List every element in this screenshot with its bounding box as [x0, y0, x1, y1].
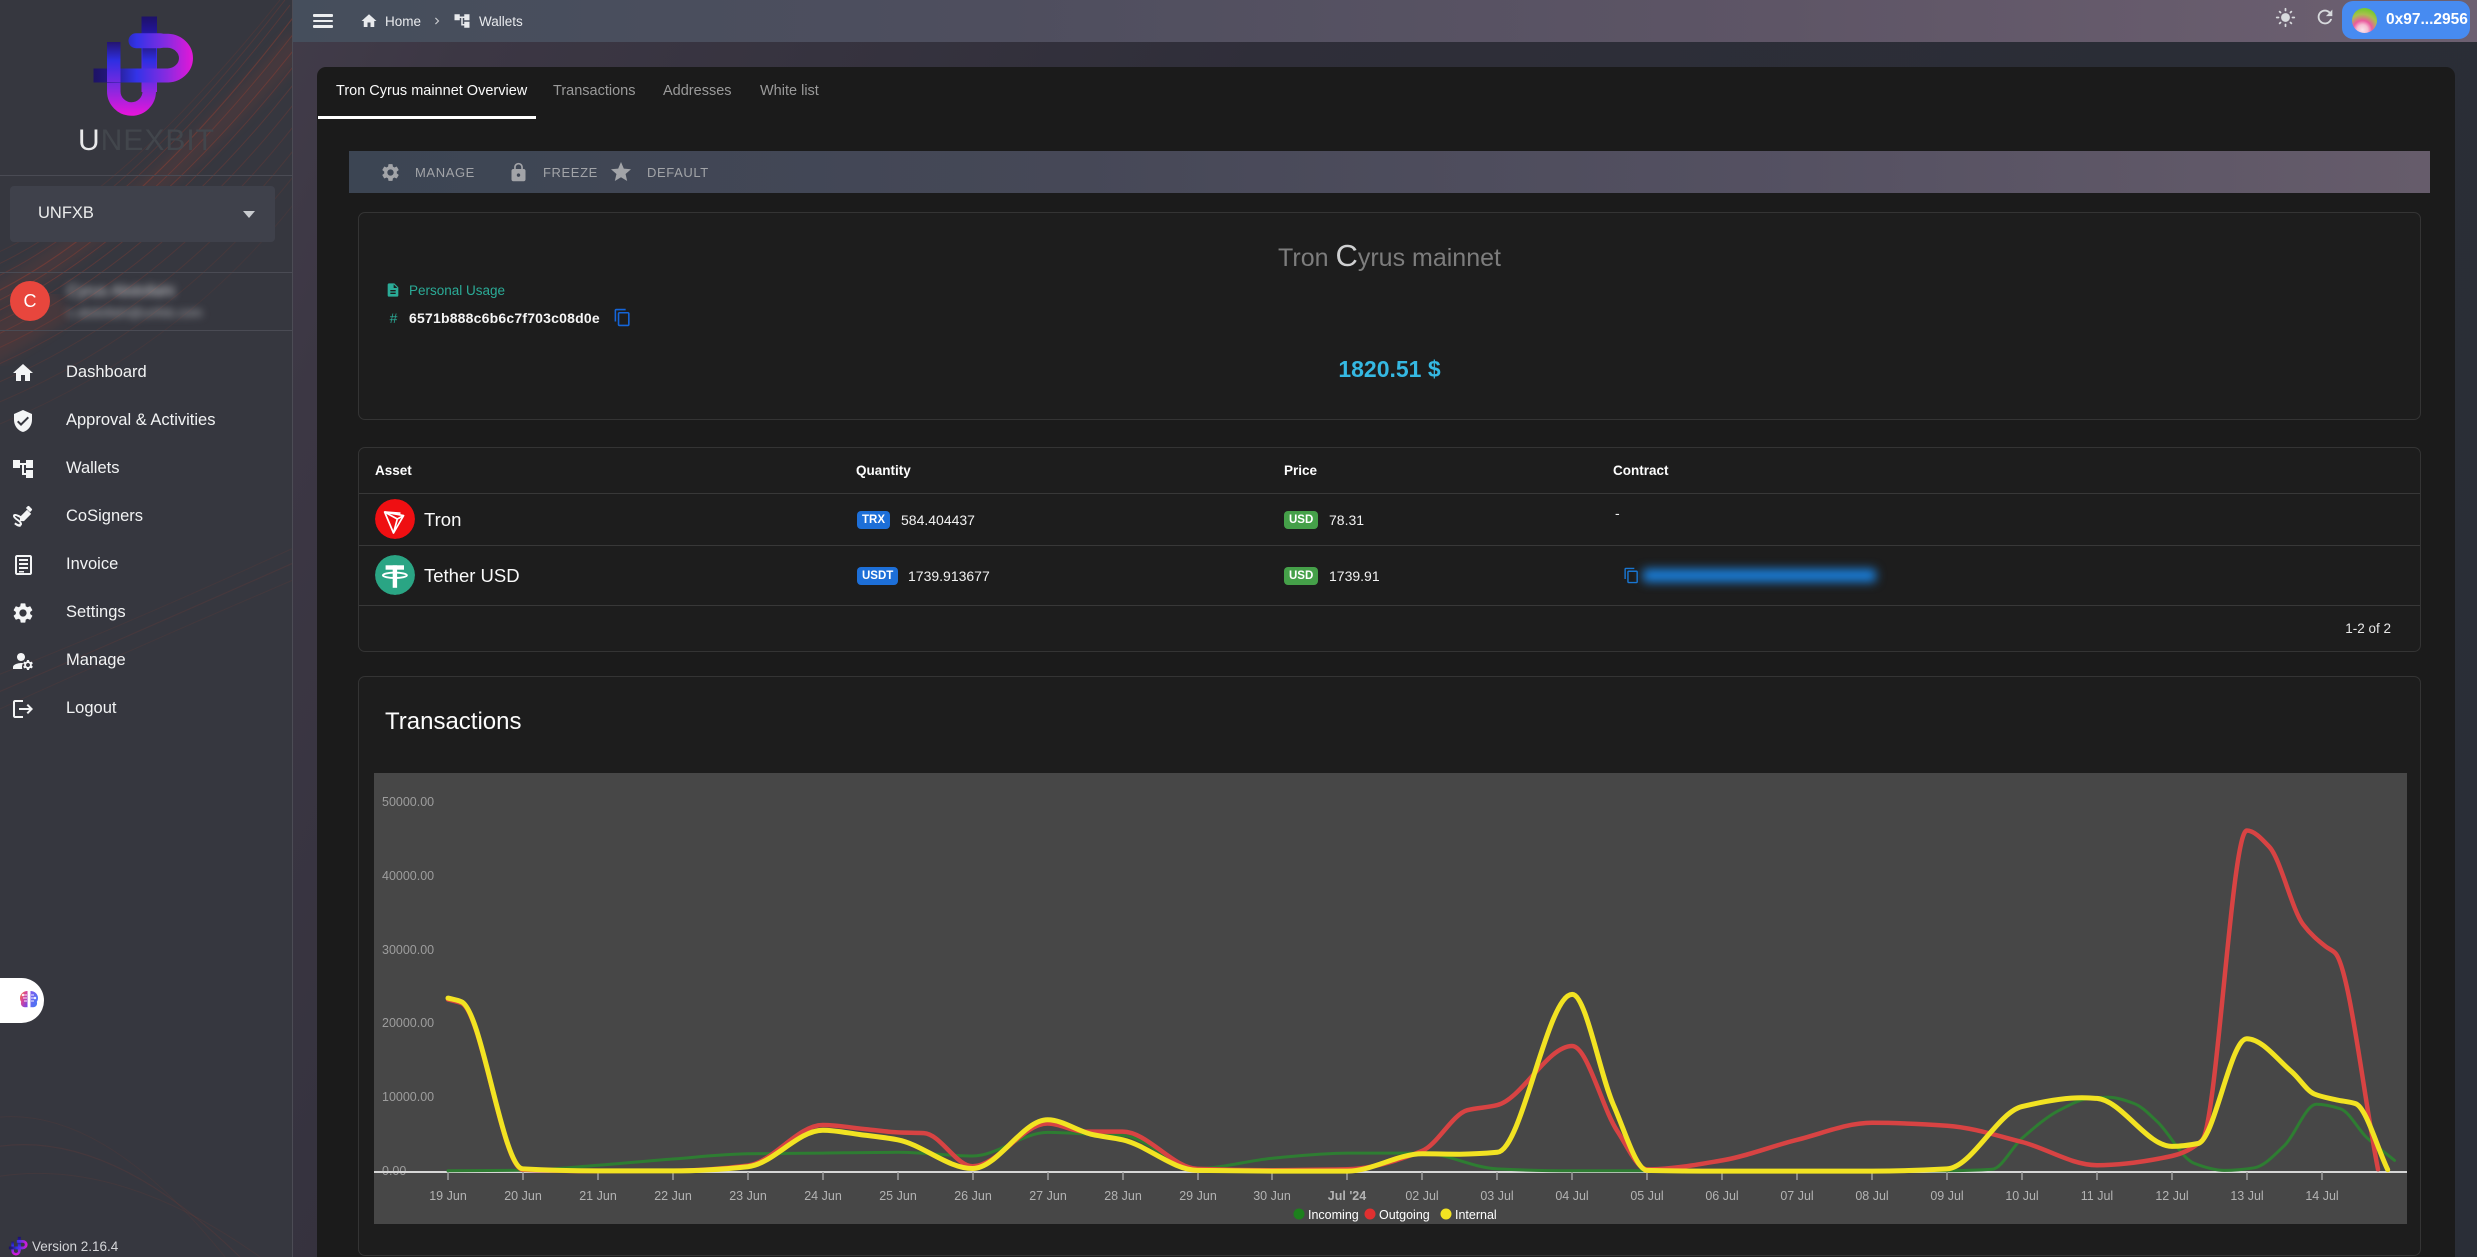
- svg-text:22 Jun: 22 Jun: [654, 1189, 692, 1203]
- svg-text:13 Jul: 13 Jul: [2230, 1189, 2263, 1203]
- svg-text:20 Jun: 20 Jun: [504, 1189, 542, 1203]
- svg-text:04 Jul: 04 Jul: [1555, 1189, 1588, 1203]
- svg-text:24 Jun: 24 Jun: [804, 1189, 842, 1203]
- svg-text:05 Jul: 05 Jul: [1630, 1189, 1663, 1203]
- svg-text:11 Jul: 11 Jul: [2081, 1189, 2113, 1203]
- svg-text:09 Jul: 09 Jul: [1930, 1189, 1963, 1203]
- svg-text:21 Jun: 21 Jun: [579, 1189, 617, 1203]
- svg-text:40000.00: 40000.00: [382, 869, 434, 883]
- svg-text:30000.00: 30000.00: [382, 943, 434, 957]
- svg-text:03 Jul: 03 Jul: [1480, 1189, 1513, 1203]
- svg-text:10000.00: 10000.00: [382, 1090, 434, 1104]
- svg-text:19 Jun: 19 Jun: [429, 1189, 467, 1203]
- svg-text:29 Jun: 29 Jun: [1179, 1189, 1217, 1203]
- svg-text:Incoming: Incoming: [1308, 1208, 1359, 1222]
- svg-text:14 Jul: 14 Jul: [2305, 1189, 2338, 1203]
- svg-text:Internal: Internal: [1455, 1208, 1497, 1222]
- svg-text:50000.00: 50000.00: [382, 795, 434, 809]
- svg-text:10 Jul: 10 Jul: [2005, 1189, 2038, 1203]
- svg-text:25 Jun: 25 Jun: [879, 1189, 917, 1203]
- svg-text:Outgoing: Outgoing: [1379, 1208, 1430, 1222]
- svg-text:27 Jun: 27 Jun: [1029, 1189, 1067, 1203]
- svg-text:20000.00: 20000.00: [382, 1016, 434, 1030]
- svg-text:06 Jul: 06 Jul: [1705, 1189, 1738, 1203]
- svg-text:Jul '24: Jul '24: [1328, 1189, 1366, 1203]
- svg-text:02 Jul: 02 Jul: [1405, 1189, 1438, 1203]
- svg-text:28 Jun: 28 Jun: [1104, 1189, 1142, 1203]
- svg-text:07 Jul: 07 Jul: [1780, 1189, 1813, 1203]
- svg-text:26 Jun: 26 Jun: [954, 1189, 992, 1203]
- svg-text:23 Jun: 23 Jun: [729, 1189, 767, 1203]
- svg-text:08 Jul: 08 Jul: [1855, 1189, 1888, 1203]
- svg-text:30 Jun: 30 Jun: [1253, 1189, 1291, 1203]
- svg-text:12 Jul: 12 Jul: [2155, 1189, 2188, 1203]
